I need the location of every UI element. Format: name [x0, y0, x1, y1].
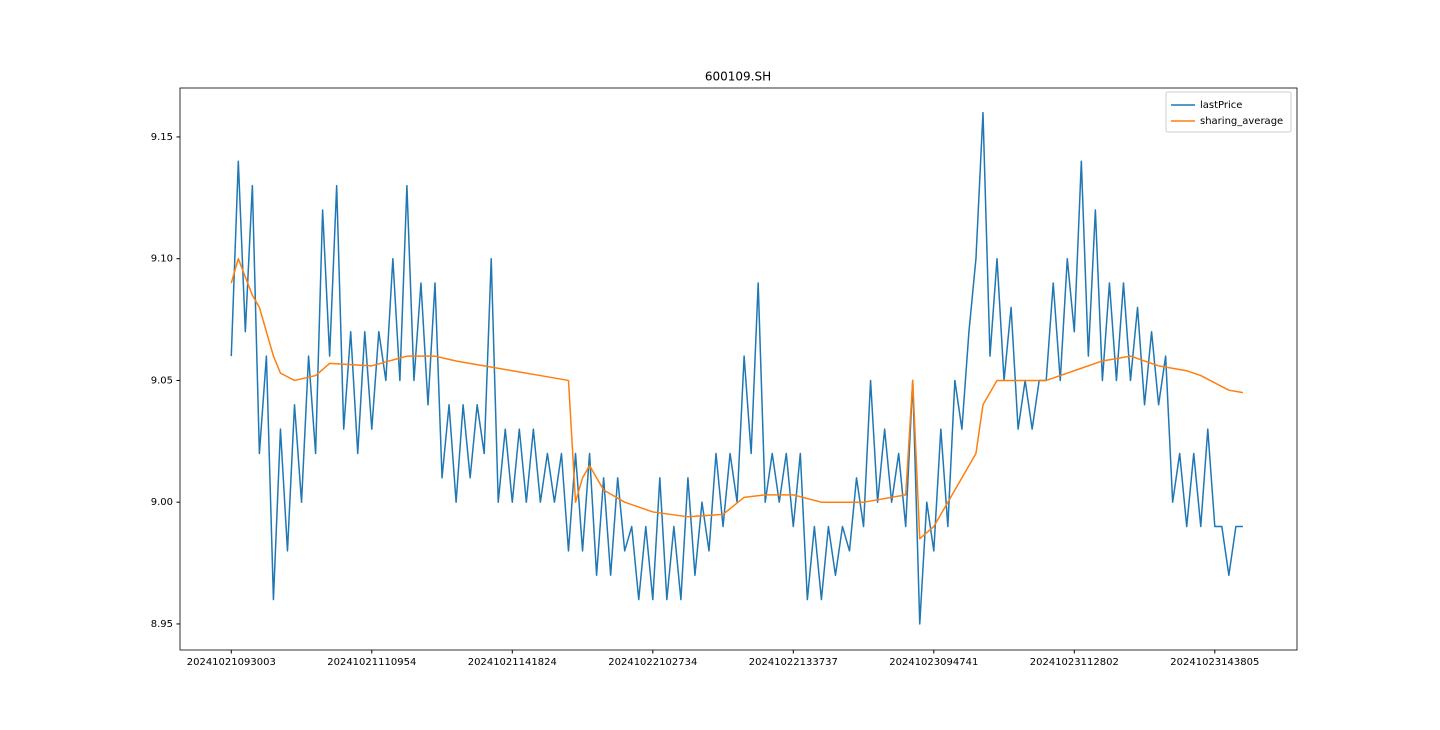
y-tick-label: 9.05 [151, 375, 173, 386]
y-tick-label: 8.95 [151, 619, 173, 630]
x-tick-label: 20241022102734 [608, 657, 697, 668]
x-tick-label: 20241021110954 [327, 657, 416, 668]
x-tick-label: 20241021141824 [468, 657, 557, 668]
y-tick-label: 9.10 [151, 254, 173, 265]
legend-label: sharing_average [1200, 116, 1283, 127]
chart-title: 600109.SH [705, 70, 771, 84]
x-tick-label: 20241021093003 [187, 657, 276, 668]
plot-frame [179, 87, 1298, 651]
data-line [230, 257, 1244, 540]
y-tick-label: 9.15 [151, 132, 173, 143]
legend-box [1165, 91, 1292, 133]
legend-label: lastPrice [1200, 100, 1242, 111]
x-tick-label: 20241023112802 [1030, 657, 1119, 668]
x-tick-label: 20241022133737 [749, 657, 838, 668]
y-tick-label: 9.00 [151, 497, 173, 508]
x-tick-label: 20241023143805 [1170, 657, 1259, 668]
x-tick-label: 20241023094741 [889, 657, 978, 668]
